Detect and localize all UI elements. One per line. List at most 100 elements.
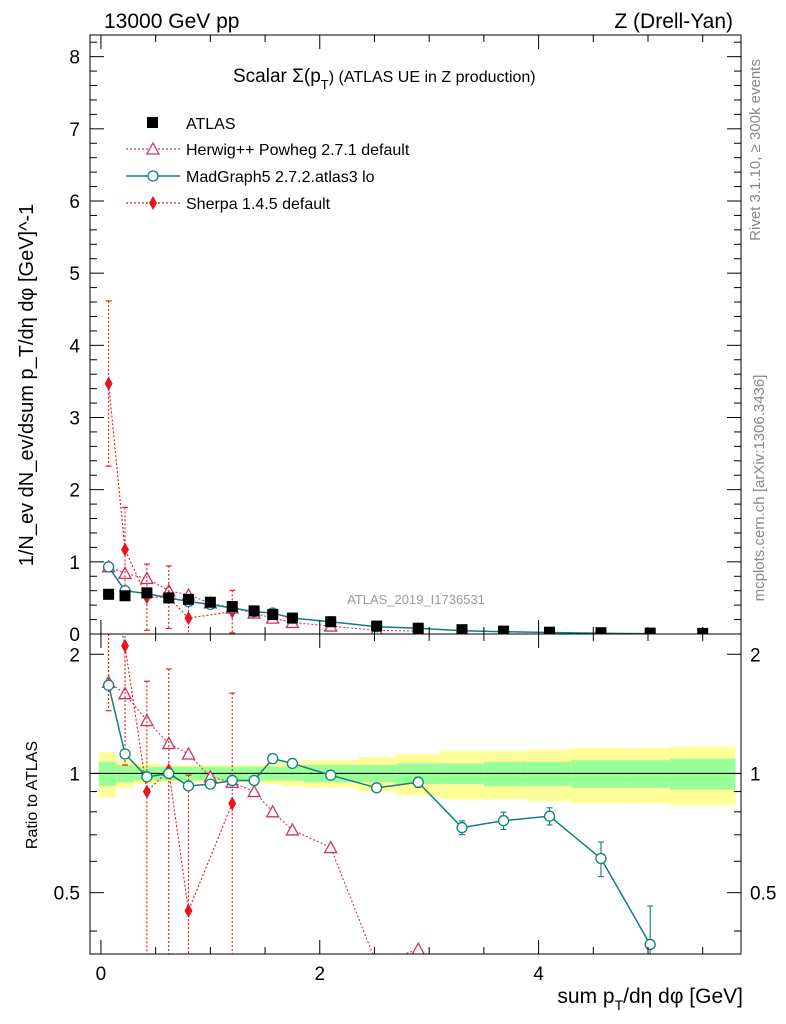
data-point-circle (543, 810, 556, 822)
data-point-diamond (121, 638, 130, 653)
x-axis-label: sum pT/dη dφ [GeV] (557, 985, 743, 1013)
plot-title-tail: ) (ATLAS UE in Z production) (329, 69, 536, 86)
main-y-tick-label: 6 (69, 192, 80, 213)
series-line (107, 685, 651, 945)
legend-marker-atlas (147, 117, 158, 128)
data-point-diamond (228, 796, 237, 811)
main-y-tick-label: 1 (69, 553, 80, 574)
data-point-square (371, 620, 383, 632)
data-point-circle (497, 815, 510, 827)
data-point-square (644, 627, 656, 634)
rivet-version-label: Rivet 3.1.10, ≥ 300k events (747, 59, 764, 241)
plot-title: Scalar Σ(pT) (ATLAS UE in Z production) (233, 66, 536, 92)
main-y-tick-label: 7 (69, 120, 80, 141)
data-point-square (267, 609, 279, 621)
ratio-y-tick-label-right: 1 (750, 764, 761, 785)
data-point-circle (119, 748, 131, 760)
data-point-circle (102, 561, 115, 573)
main-y-tick-label: 5 (69, 264, 80, 285)
data-point-square (182, 593, 194, 605)
data-point-circle (182, 780, 195, 792)
legend-label-herwig: Herwig++ Powheg 2.7.1 default (186, 142, 410, 159)
data-point-square (544, 626, 556, 634)
data-point-triangle (161, 736, 176, 750)
data-point-diamond (104, 376, 113, 391)
analysis-watermark: ATLAS_2019_I1736531 (347, 592, 485, 607)
legend-marker-sherpa (149, 196, 157, 210)
data-point-square (226, 601, 238, 613)
plot-title-sub: T (321, 77, 329, 92)
data-point-square (119, 590, 131, 602)
data-point-square (325, 616, 337, 628)
legend-marker-madgraph (147, 170, 159, 182)
main-panel-data (101, 300, 709, 634)
data-point-circle (204, 778, 217, 790)
data-point-square (595, 627, 607, 634)
x-axis-label-main: sum p (557, 985, 614, 1008)
series-line (108, 383, 233, 619)
data-point-circle (226, 774, 238, 787)
ratio-y-tick-label-right: 2 (750, 645, 761, 666)
data-point-triangle (323, 840, 338, 854)
data-point-circle (412, 776, 424, 788)
ratio-y-tick-label-left: 0.5 (54, 884, 80, 905)
data-point-triangle (285, 822, 300, 836)
mcplots-label: mcplots.cern.ch [arXiv:1306.3436] (751, 375, 768, 602)
x-tick-label: 0 (96, 964, 107, 985)
data-point-square (163, 592, 175, 604)
band-green (669, 758, 736, 790)
x-tick-label: 4 (533, 964, 544, 985)
ratio-y-tick-label-left: 1 (69, 764, 80, 785)
axis-ticks (90, 35, 741, 954)
header-left: 13000 GeV pp (104, 10, 239, 33)
x-axis-label-sub: T (615, 997, 624, 1013)
legend: ATLAS Herwig++ Powheg 2.7.1 default MadG… (126, 116, 410, 213)
data-point-circle (325, 769, 337, 781)
data-point-circle (141, 771, 153, 783)
main-y-tick-label: 0 (69, 625, 80, 646)
data-point-square (248, 605, 260, 617)
data-point-square (286, 612, 298, 624)
data-point-circle (595, 852, 607, 865)
data-point-circle (248, 774, 260, 787)
data-point-diamond (142, 784, 151, 799)
legend-marker-herwig (145, 141, 161, 155)
main-y-tick-label: 2 (69, 481, 80, 502)
ratio-panel-frame (89, 633, 742, 955)
series-line (108, 681, 419, 954)
legend-label-madgraph: MadGraph5 2.7.2.atlas3 lo (186, 169, 375, 186)
data-point-square (412, 622, 424, 634)
x-tick-label: 2 (314, 964, 325, 985)
data-point-square (141, 587, 153, 599)
main-y-tick-label: 3 (69, 408, 80, 429)
data-point-circle (163, 767, 175, 780)
header-right: Z (Drell-Yan) (614, 10, 733, 33)
data-point-square (456, 624, 468, 634)
ratio-uncertainty-bands (98, 746, 736, 806)
main-y-tick-label: 4 (69, 336, 80, 357)
data-point-diamond (121, 542, 130, 557)
data-point-triangle (411, 941, 425, 954)
series-line (121, 634, 233, 913)
ratio-panel-data (101, 634, 656, 969)
ratio-y-tick-label-right: 0.5 (750, 884, 776, 905)
data-point-triangle (181, 746, 196, 760)
data-point-circle (456, 821, 468, 834)
data-point-circle (286, 757, 299, 770)
ratio-y-tick-label-left: 2 (69, 645, 80, 666)
data-point-circle (267, 752, 279, 765)
data-point-triangle (371, 958, 383, 969)
data-point-triangle (247, 784, 262, 798)
data-point-circle (644, 938, 656, 951)
data-point-circle (102, 679, 115, 691)
data-point-square (498, 625, 510, 634)
data-point-circle (371, 782, 383, 794)
main-y-axis-label: 1/N_ev dN_ev/dsum p_T/dη dφ [GeV]^-1 (16, 204, 38, 567)
data-point-triangle (265, 804, 280, 818)
ratio-y-axis-label: Ratio to ATLAS (24, 741, 41, 849)
legend-label-atlas: ATLAS (186, 116, 236, 133)
main-y-tick-label: 8 (69, 48, 80, 69)
data-point-diamond (184, 903, 193, 918)
